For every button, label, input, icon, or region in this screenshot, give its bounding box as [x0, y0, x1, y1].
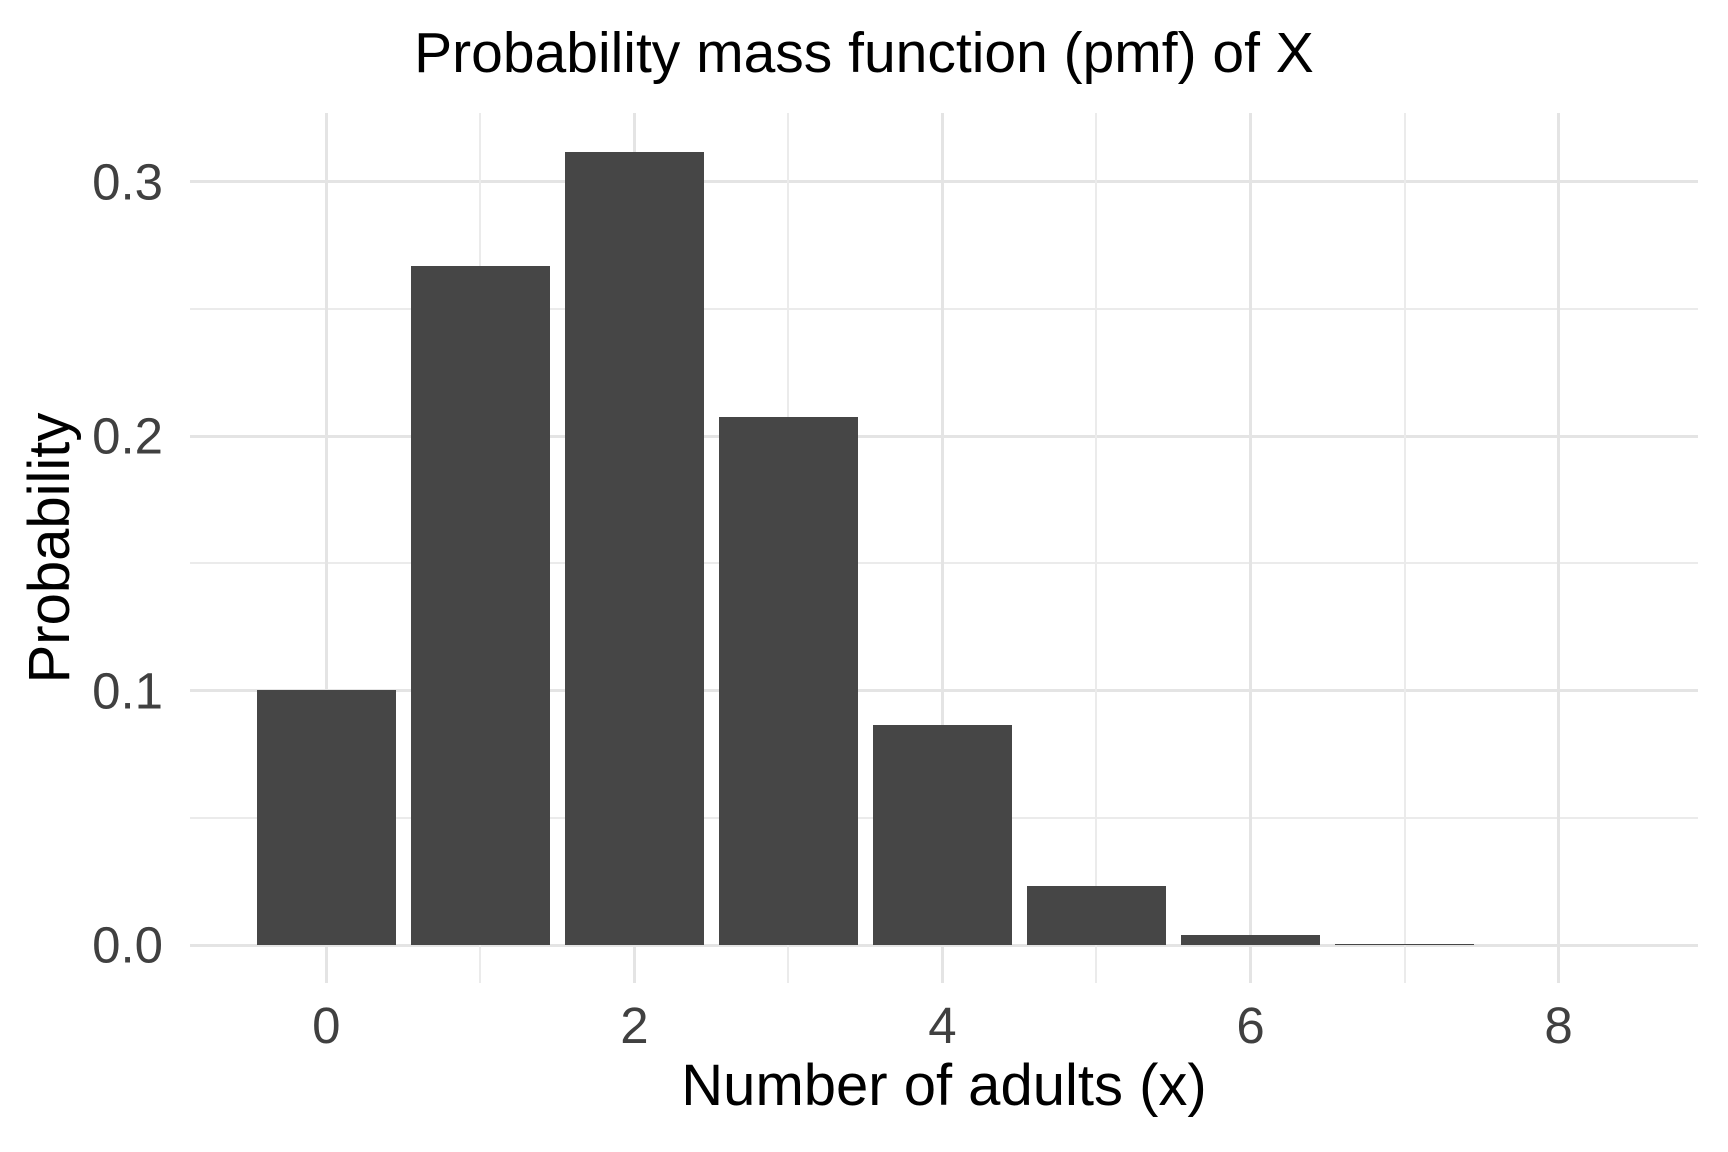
pmf-bar-x2	[565, 152, 704, 946]
x-tick-label-2: 2	[620, 997, 649, 1054]
gridline-x-major	[1557, 113, 1561, 983]
y-tick-label-0.1: 0.1	[92, 662, 163, 720]
gridline-x-major	[324, 113, 328, 983]
gridline-y-minor	[190, 307, 1698, 310]
x-tick-label-0: 0	[312, 997, 341, 1054]
gridline-x-minor	[1095, 113, 1098, 983]
gridline-y-major	[190, 689, 1698, 693]
gridline-y-minor	[190, 562, 1698, 565]
pmf-bar-x1	[411, 265, 550, 946]
gridline-x-minor	[1403, 113, 1406, 983]
gridline-y-major	[190, 180, 1698, 184]
y-tick-label-0.3: 0.3	[92, 153, 163, 211]
x-tick-label-8: 8	[1544, 997, 1573, 1054]
gridline-x-major	[1249, 113, 1253, 983]
y-tick-label-0.0: 0.0	[92, 916, 163, 974]
pmf-bar-x5	[1027, 886, 1166, 946]
gridline-x-major	[940, 113, 944, 983]
pmf-bar-x3	[719, 416, 858, 946]
gridline-y-major	[190, 434, 1698, 438]
y-tick-label-0.2: 0.2	[92, 407, 163, 465]
plot-panel	[190, 113, 1698, 983]
x-axis-title: Number of adults (x)	[681, 1053, 1207, 1118]
pmf-bar-x7	[1335, 944, 1474, 946]
gridline-y-major	[190, 943, 1698, 947]
pmf-bar-x0	[257, 690, 396, 946]
chart-title: Probability mass function (pmf) of X	[414, 21, 1314, 85]
x-tick-label-6: 6	[1236, 997, 1265, 1054]
pmf-bar-x4	[873, 724, 1012, 946]
pmf-bar-x6	[1181, 935, 1320, 946]
x-tick-label-4: 4	[928, 997, 957, 1054]
